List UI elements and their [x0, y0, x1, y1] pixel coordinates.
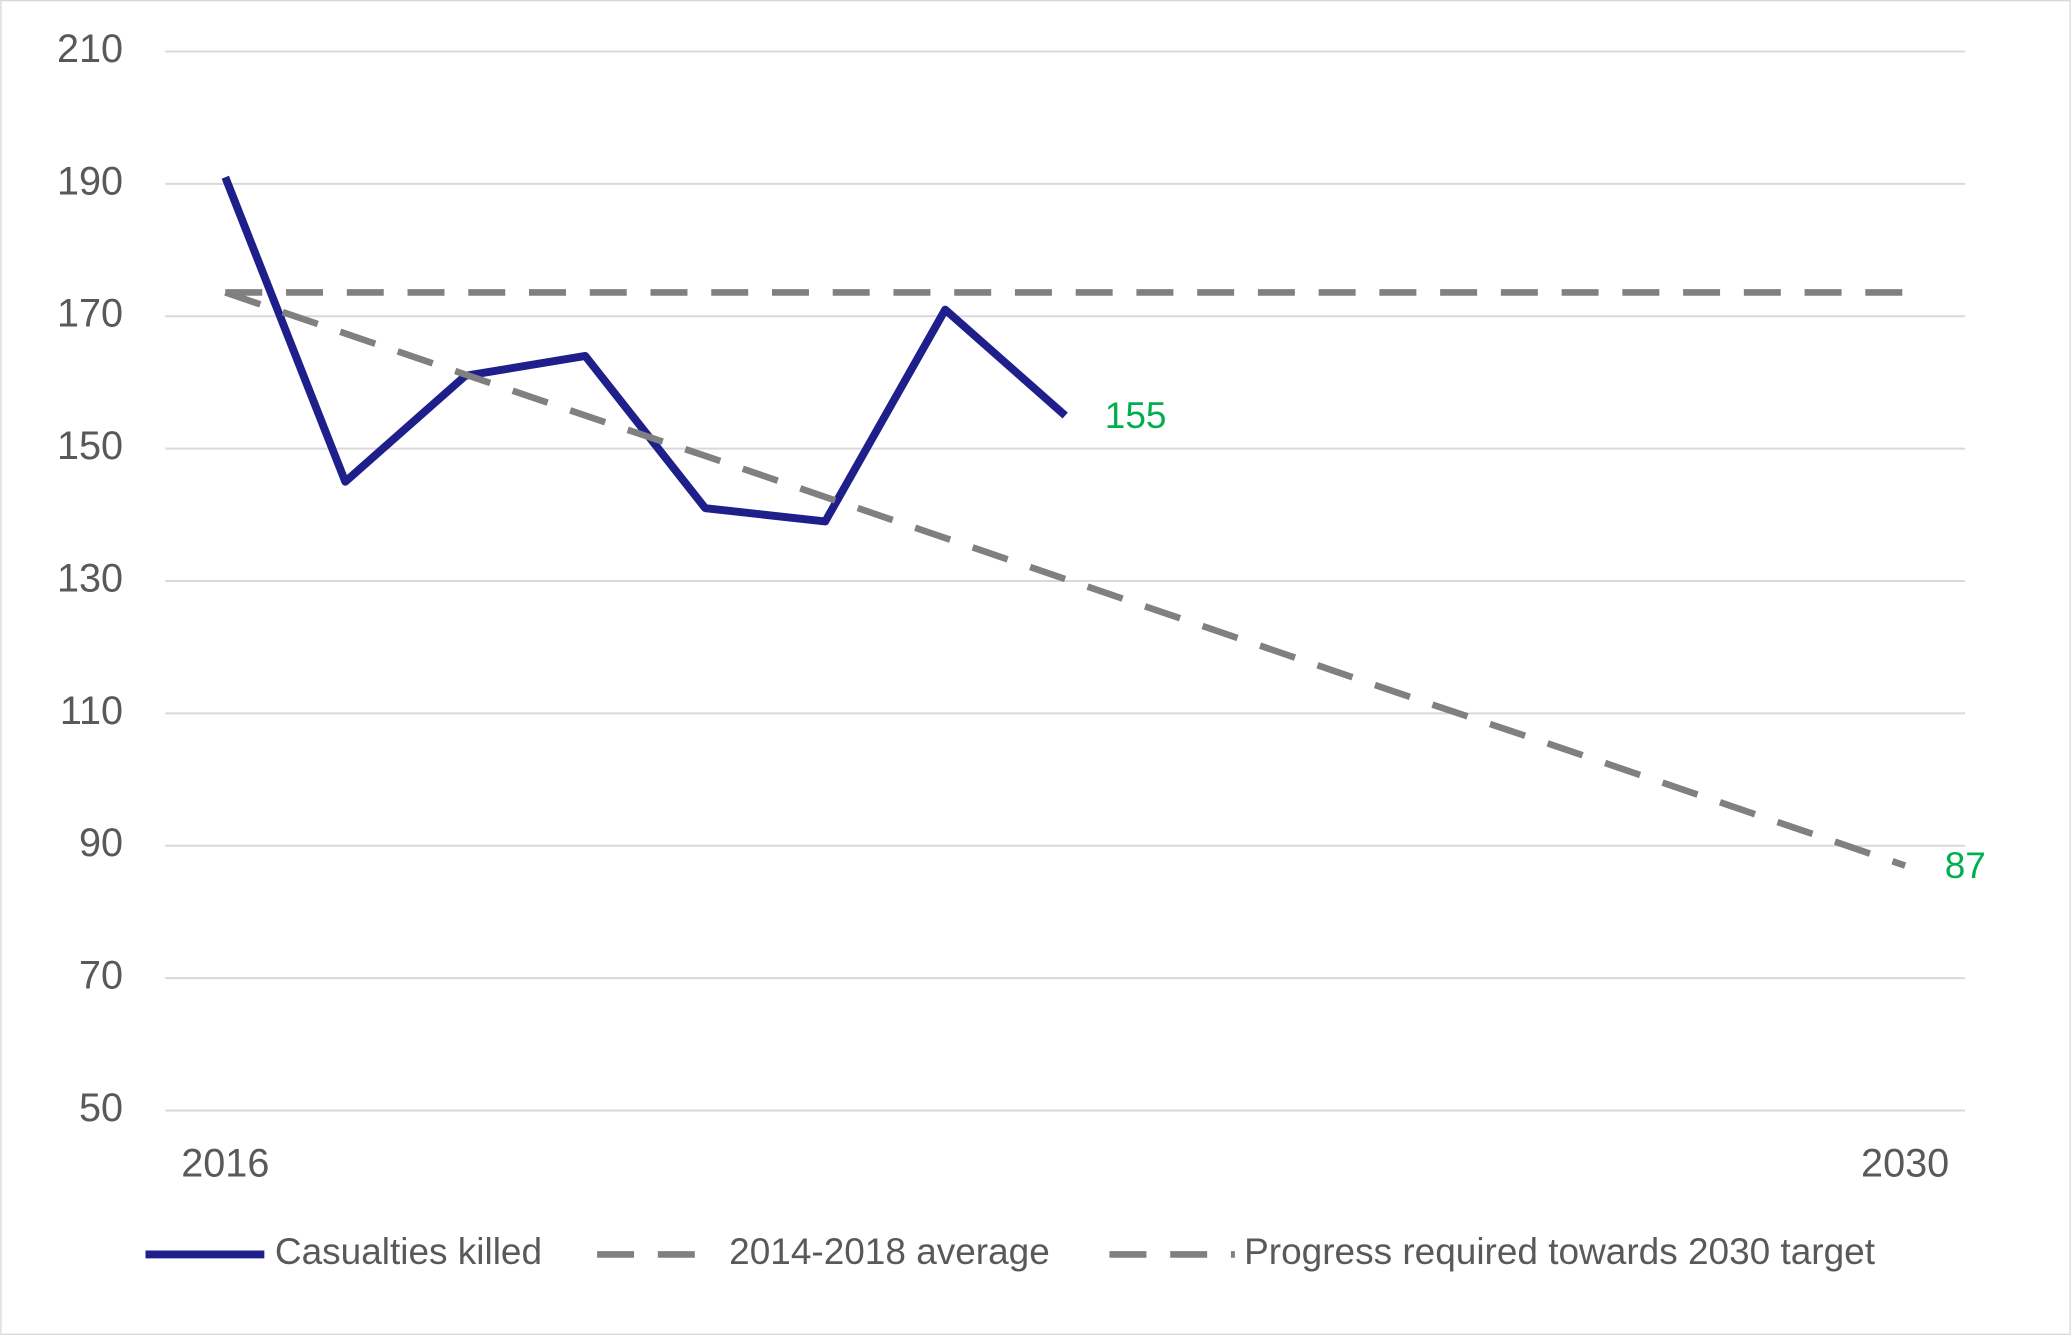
data-label: 87 [1945, 845, 1986, 886]
y-tick-label: 210 [57, 27, 123, 71]
series-line [224, 289, 1907, 869]
legend-label: Casualties killed [275, 1231, 542, 1272]
x-tick-label: 2016 [181, 1141, 269, 1185]
legend-label: Progress required towards 2030 target [1244, 1231, 1875, 1272]
data-label: 155 [1105, 395, 1167, 436]
y-tick-label: 70 [79, 954, 123, 998]
series-line [221, 175, 1068, 526]
x-tick-label: 2030 [1861, 1141, 1949, 1185]
y-tick-label: 150 [57, 424, 123, 468]
y-tick-label: 130 [57, 556, 123, 600]
y-tick-label: 110 [60, 689, 123, 733]
legend-label: 2014-2018 average [729, 1231, 1050, 1272]
y-tick-label: 90 [79, 821, 123, 865]
y-tick-label: 190 [57, 159, 123, 203]
y-tick-label: 50 [79, 1086, 123, 1130]
y-tick-label: 170 [57, 292, 123, 336]
